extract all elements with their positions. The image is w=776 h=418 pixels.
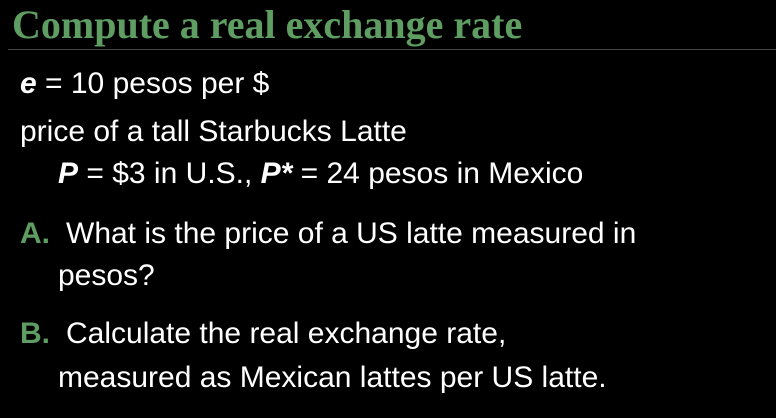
question-a-marker: A. <box>20 217 50 250</box>
question-b-line-2: measured as Mexican lattes per US latte. <box>58 361 607 394</box>
price-intro-line: price of a tall Starbucks Latte <box>20 115 407 148</box>
p-value: = $3 in U.S., <box>78 157 261 190</box>
question-b-line-1: B. Calculate the real exchange rate, <box>20 316 506 352</box>
slide-title: Compute a real exchange rate <box>12 2 523 47</box>
question-b-text-1: Calculate the real exchange rate, <box>66 317 507 350</box>
title-divider <box>8 49 776 50</box>
prices-line: P = $3 in U.S., P* = 24 pesos in Mexico <box>58 156 583 192</box>
question-a-line-2: pesos? <box>58 259 155 292</box>
question-a-line-1: A. What is the price of a US latte measur… <box>20 216 636 252</box>
e-symbol: e <box>20 67 37 100</box>
question-b-marker: B. <box>20 317 50 350</box>
p-symbol: P <box>58 157 79 190</box>
pstar-value: = 24 pesos in Mexico <box>292 157 584 190</box>
pstar-symbol: P* <box>260 157 293 190</box>
question-a-text-1: What is the price of a US latte measured… <box>66 217 637 250</box>
e-value: = 10 pesos per $ <box>36 67 270 100</box>
exchange-rate-line: e = 10 pesos per $ <box>20 66 269 102</box>
